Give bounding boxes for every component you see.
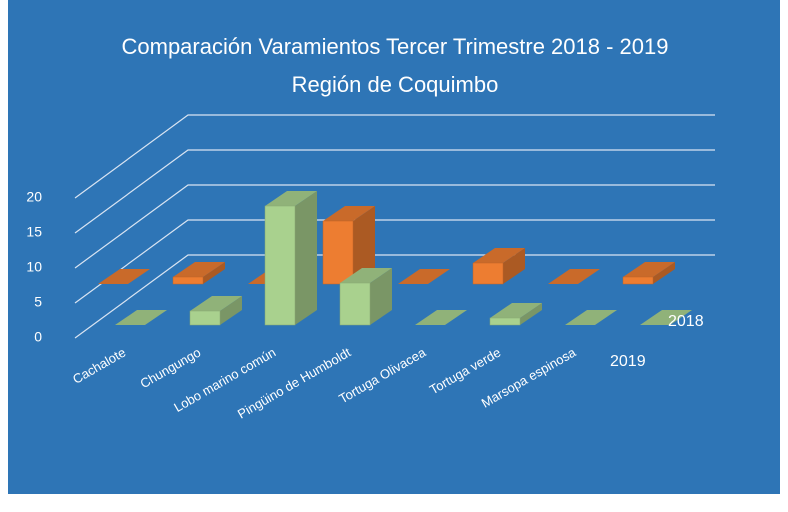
bar-top <box>565 310 617 325</box>
bar <box>322 220 354 285</box>
bar-top <box>640 310 692 325</box>
bar-side <box>203 262 225 284</box>
y-tick-label: 15 <box>26 224 42 240</box>
bar-top <box>190 296 242 311</box>
bar <box>622 276 654 285</box>
y-tick-label: 0 <box>34 329 42 345</box>
bar-top <box>173 262 225 277</box>
grid-line <box>74 184 715 269</box>
bar-top <box>115 310 167 325</box>
grid-line <box>74 254 715 339</box>
bar <box>172 276 204 285</box>
bar-top <box>98 269 150 284</box>
bar-top <box>490 303 542 318</box>
bar-top <box>265 191 317 206</box>
bar-top <box>323 206 375 221</box>
chart-title: Comparación Varamientos Tercer Trimestre… <box>122 34 669 59</box>
bar-side <box>220 296 242 325</box>
y-tick-label: 20 <box>26 189 42 205</box>
grid-line <box>74 114 715 199</box>
bar <box>472 262 504 285</box>
chart-subtitle: Región de Coquimbo <box>292 72 499 97</box>
bar-side <box>653 262 675 284</box>
bar-top <box>340 268 392 283</box>
y-tick-label: 10 <box>26 259 42 275</box>
bar-side <box>503 248 525 284</box>
bar-side <box>353 206 375 284</box>
chart-background <box>8 0 780 494</box>
bar-top <box>415 310 467 325</box>
bar-side <box>295 191 317 325</box>
series-label: 2018 <box>668 313 704 330</box>
bar-side <box>370 268 392 325</box>
bar-side <box>520 303 542 325</box>
bar <box>189 310 221 326</box>
bar-top <box>398 269 450 284</box>
series-label: 2019 <box>610 353 646 370</box>
bar <box>264 205 296 326</box>
bar <box>339 282 371 326</box>
bar <box>489 317 521 326</box>
y-tick-label: 5 <box>34 294 42 310</box>
bar-top <box>548 269 600 284</box>
bar-top <box>473 248 525 263</box>
bar-top <box>623 262 675 277</box>
grid-line <box>74 149 715 234</box>
